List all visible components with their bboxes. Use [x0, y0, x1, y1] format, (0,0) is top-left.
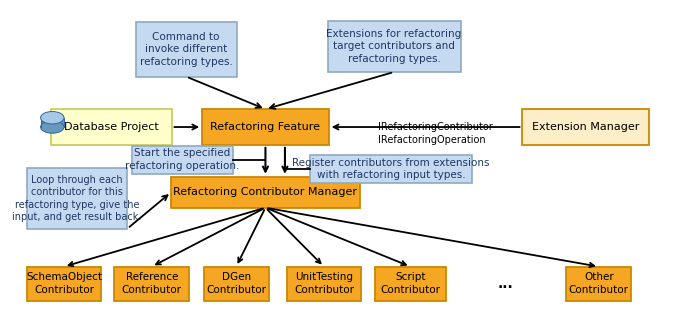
Text: Reference
Contributor: Reference Contributor	[122, 273, 182, 295]
FancyBboxPatch shape	[287, 267, 361, 301]
Text: SchemaObject
Contributor: SchemaObject Contributor	[26, 273, 102, 295]
FancyBboxPatch shape	[132, 146, 233, 174]
Text: Script
Contributor: Script Contributor	[380, 273, 440, 295]
Text: Extension Manager: Extension Manager	[532, 122, 639, 132]
Text: Other
Contributor: Other Contributor	[569, 273, 629, 295]
Text: Extensions for refactoring
target contributors and
refactoring types.: Extensions for refactoring target contri…	[326, 29, 462, 64]
Text: ...: ...	[498, 277, 513, 291]
Ellipse shape	[40, 121, 64, 133]
FancyBboxPatch shape	[375, 267, 446, 301]
Text: Register contributors from extensions
with refactoring input types.: Register contributors from extensions wi…	[292, 158, 490, 180]
FancyBboxPatch shape	[27, 168, 127, 228]
Text: Command to
invoke different
refactoring types.: Command to invoke different refactoring …	[140, 32, 233, 67]
FancyBboxPatch shape	[328, 21, 461, 72]
FancyBboxPatch shape	[136, 22, 236, 77]
Text: Refactoring Contributor Manager: Refactoring Contributor Manager	[174, 187, 357, 197]
Text: Start the specified
refactoring operation.: Start the specified refactoring operatio…	[125, 148, 240, 171]
FancyBboxPatch shape	[567, 267, 631, 301]
FancyBboxPatch shape	[204, 267, 269, 301]
Text: UnitTesting
Contributor: UnitTesting Contributor	[294, 273, 354, 295]
FancyBboxPatch shape	[114, 267, 189, 301]
Ellipse shape	[40, 111, 64, 124]
FancyBboxPatch shape	[27, 267, 102, 301]
Text: Database Project: Database Project	[64, 122, 159, 132]
FancyBboxPatch shape	[310, 155, 472, 183]
FancyBboxPatch shape	[51, 109, 172, 145]
FancyBboxPatch shape	[202, 109, 329, 145]
Text: DGen
Contributor: DGen Contributor	[206, 273, 267, 295]
FancyBboxPatch shape	[171, 177, 359, 208]
Text: Loop through each
contributor for this
refactoring type, give the
input, and get: Loop through each contributor for this r…	[12, 175, 142, 222]
FancyBboxPatch shape	[522, 109, 649, 145]
Polygon shape	[40, 118, 64, 127]
Text: Refactoring Feature: Refactoring Feature	[211, 122, 320, 132]
Text: IRefactoringContributor
IRefactoringOperation: IRefactoringContributor IRefactoringOper…	[378, 122, 493, 145]
